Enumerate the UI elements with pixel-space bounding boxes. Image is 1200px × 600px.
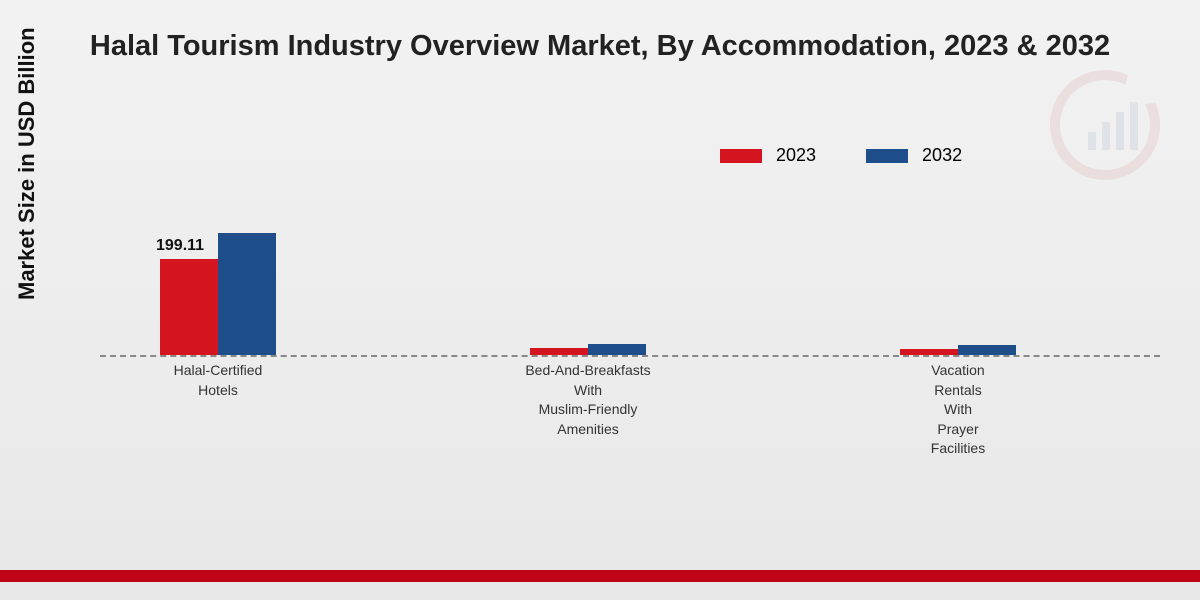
bar-value-label: 199.11 — [156, 237, 204, 255]
category-label: Bed-And-BreakfastsWithMuslim-FriendlyAme… — [488, 361, 688, 439]
chart-title: Halal Tourism Industry Overview Market, … — [0, 0, 1200, 63]
footer-accent-bar — [0, 570, 1200, 582]
bar-2023 — [160, 259, 218, 355]
bar-group — [900, 345, 1016, 355]
bar-2023 — [530, 348, 588, 355]
bar-2032 — [218, 233, 276, 355]
y-axis-label: Market Size in USD Billion — [14, 27, 40, 300]
bar-2023 — [900, 349, 958, 355]
chart-area: 199.11 Halal-CertifiedHotels Bed-And-Break… — [100, 120, 1160, 520]
chart-baseline — [100, 355, 1160, 357]
bar-2032 — [588, 344, 646, 355]
bar-2032 — [958, 345, 1016, 355]
bar-group — [530, 344, 646, 355]
category-label: Halal-CertifiedHotels — [118, 361, 318, 400]
category-label: VacationRentalsWithPrayerFacilities — [858, 361, 1058, 459]
